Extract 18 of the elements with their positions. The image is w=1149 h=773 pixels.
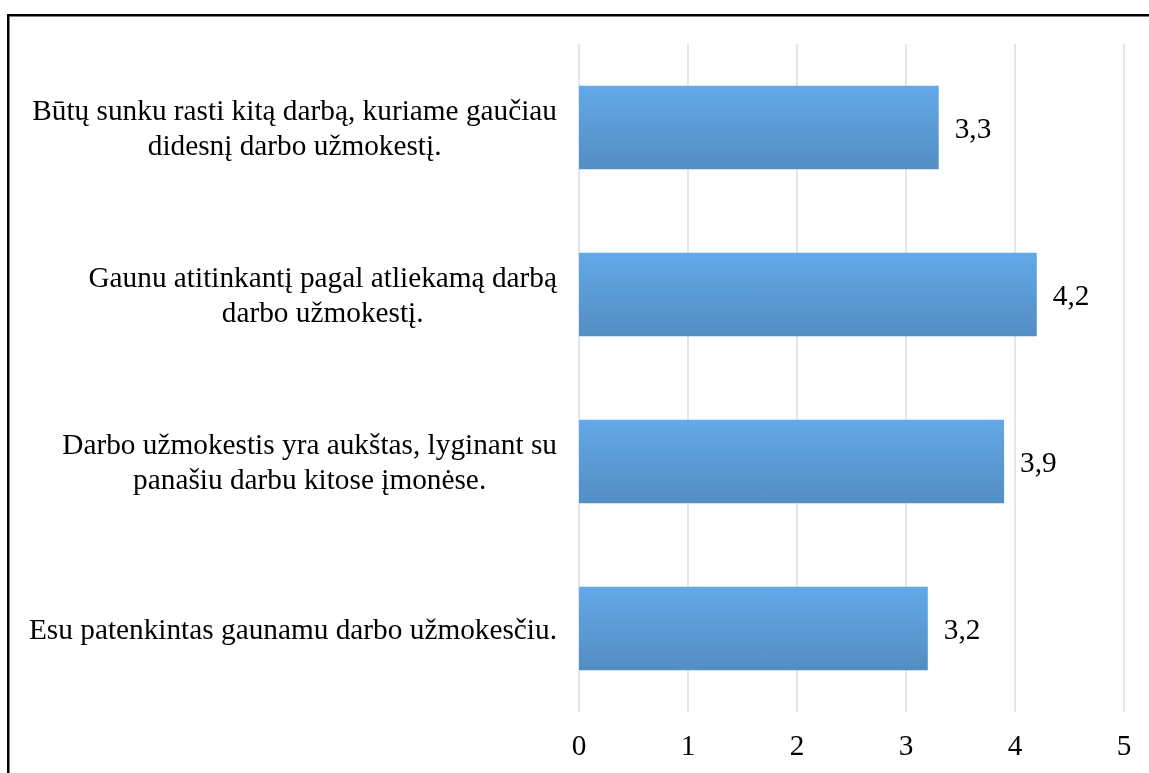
data-label: 4,2 (1052, 278, 1090, 311)
x-tick-label: 1 (680, 729, 696, 761)
x-tick-label: 0 (571, 729, 587, 761)
data-label: 3,9 (1020, 445, 1057, 478)
y-tick-label: Gaunu atitinkantį pagal atliekamą darbą darbo užmokestį. (88, 261, 558, 328)
bar (579, 252, 1037, 337)
y-tick-label: Darbo užmokestis yra aukštas, lyginant su panašiu darbu kitose įmonėse. (62, 428, 558, 495)
x-tick-label: 5 (1116, 729, 1132, 761)
y-tick-label: Esu patenkintas gaunamu darbo užmokesčiu. (28, 612, 558, 645)
x-tick-label: 3 (898, 729, 914, 761)
bar (579, 586, 928, 671)
x-tick-label: 4 (1007, 729, 1023, 761)
bar (579, 85, 939, 170)
data-label: 3,2 (943, 612, 981, 645)
y-tick-label: Būtų sunku rasti kitą darbą, kuriame gaučiau didesnį darbo užmokestį. (32, 94, 558, 161)
bar (579, 419, 1005, 504)
data-label: 3,3 (954, 111, 992, 144)
x-tick-label: 2 (789, 729, 805, 761)
